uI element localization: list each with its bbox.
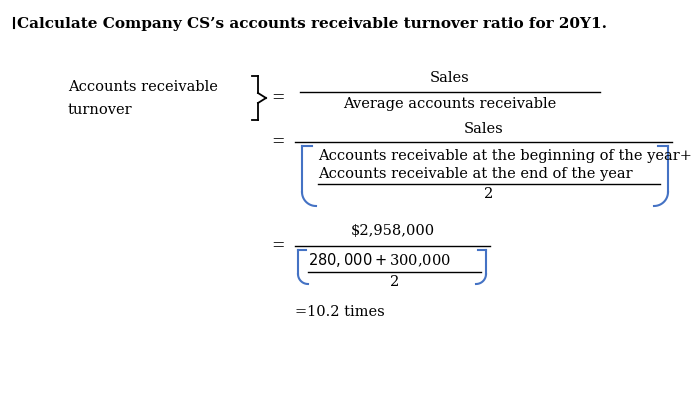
Text: 2: 2 <box>484 187 493 201</box>
Text: $280,000 + $300,000: $280,000 + $300,000 <box>308 251 451 269</box>
Text: Sales: Sales <box>464 122 503 136</box>
Text: =: = <box>271 134 285 151</box>
Text: Accounts receivable at the end of the year: Accounts receivable at the end of the ye… <box>318 167 633 181</box>
Text: $2,958,000: $2,958,000 <box>351 224 434 238</box>
Text: Accounts receivable: Accounts receivable <box>68 80 218 94</box>
Text: =: = <box>271 238 285 255</box>
Text: turnover: turnover <box>68 103 133 117</box>
Text: Accounts receivable at the beginning of the year+: Accounts receivable at the beginning of … <box>318 149 692 163</box>
Text: 2: 2 <box>390 275 399 289</box>
Text: =10.2 times: =10.2 times <box>295 305 385 319</box>
Text: Sales: Sales <box>430 71 470 85</box>
Text: Average accounts receivable: Average accounts receivable <box>343 97 557 111</box>
Text: =: = <box>271 89 285 106</box>
Text: Calculate Company CS’s accounts receivable turnover ratio for 20Y1.: Calculate Company CS’s accounts receivab… <box>17 17 607 31</box>
